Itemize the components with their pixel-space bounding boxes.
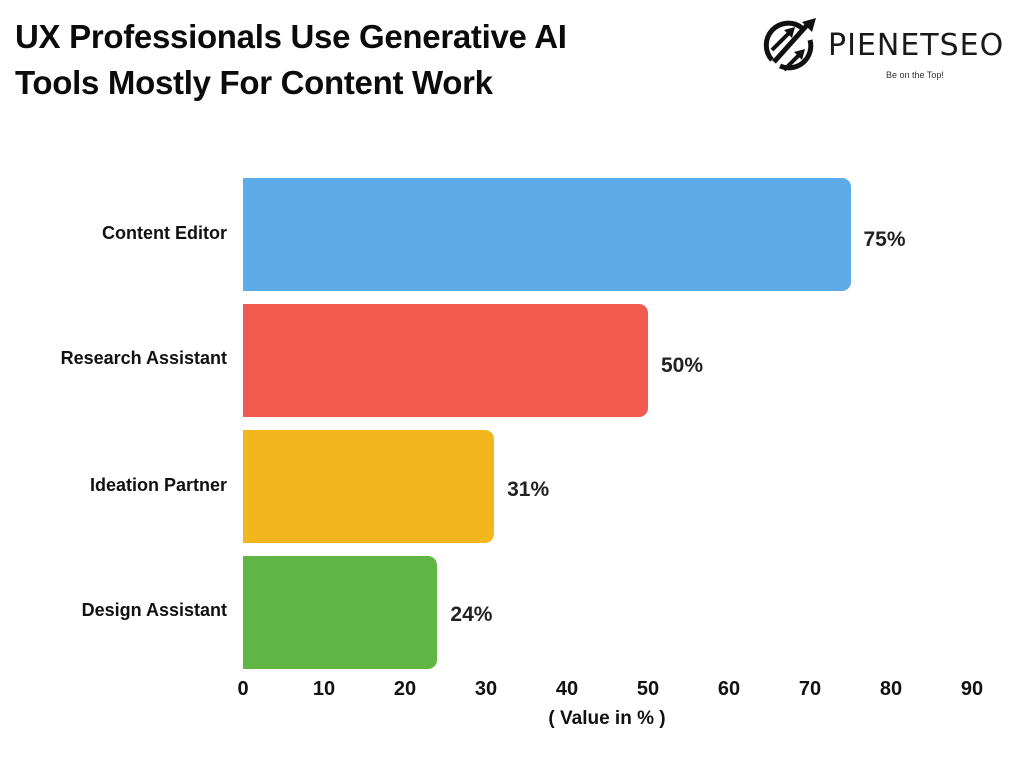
chart-title-line-1: UX Professionals Use Generative AI bbox=[15, 18, 567, 55]
x-tick-label: 10 bbox=[312, 678, 336, 700]
value-label: 31% bbox=[507, 478, 550, 501]
value-label: 75% bbox=[863, 228, 906, 251]
category-label: Research Assistant bbox=[60, 348, 227, 368]
x-tick-label: 60 bbox=[717, 678, 741, 700]
category-label: Design Assistant bbox=[81, 600, 227, 620]
chart-title: UX Professionals Use Generative AI Tools… bbox=[15, 14, 567, 106]
category-label: Ideation Partner bbox=[89, 475, 227, 495]
bar-research-assistant bbox=[243, 304, 648, 417]
category-label: Content Editor bbox=[102, 223, 227, 243]
bar-content-editor bbox=[243, 178, 851, 291]
brand-name: PIENETSEO bbox=[828, 28, 1005, 63]
brand-tagline: Be on the Top! bbox=[886, 70, 944, 80]
x-tick-label: 30 bbox=[474, 678, 498, 700]
x-tick-label: 0 bbox=[237, 678, 249, 700]
bar-design-assistant bbox=[243, 556, 438, 669]
value-label: 24% bbox=[450, 603, 493, 626]
growth-arrows-icon bbox=[763, 18, 816, 72]
x-tick-label: 50 bbox=[636, 678, 660, 700]
x-tick-label: 40 bbox=[555, 678, 579, 700]
value-label: 50% bbox=[661, 354, 704, 377]
x-tick-label: 20 bbox=[393, 678, 417, 700]
bar-ideation-partner bbox=[243, 430, 495, 543]
x-tick-label: 80 bbox=[879, 678, 903, 700]
x-tick-label: 90 bbox=[960, 678, 984, 700]
x-axis-label: ( Value in % ) bbox=[548, 708, 666, 729]
brand-logo: PIENETSEO Be on the Top! bbox=[762, 18, 1022, 84]
chart-title-line-2: Tools Mostly For Content Work bbox=[15, 64, 493, 101]
x-tick-label: 70 bbox=[798, 678, 822, 700]
